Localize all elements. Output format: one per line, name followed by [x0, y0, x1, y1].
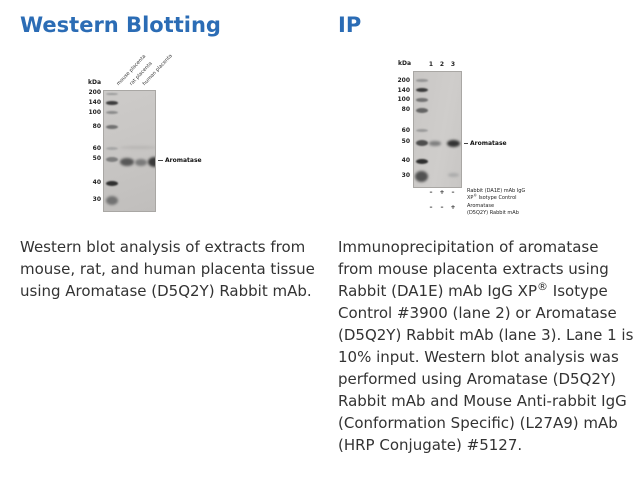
kda-label: kDa	[87, 79, 101, 86]
row1-mark-lane2: +	[439, 189, 445, 196]
row2-mark-lane2: –	[440, 204, 444, 211]
ladder-band	[106, 101, 118, 105]
band-human-placenta	[148, 157, 155, 167]
band-label-aromatase: Aromatase	[165, 157, 202, 164]
section-title-ip: IP	[338, 13, 362, 37]
band-rat-placenta	[135, 159, 147, 166]
ip-caption-post: Isotype Control #3900 (lane 2) or Aromat…	[338, 282, 634, 454]
ladder-band	[106, 181, 118, 186]
ladder-mark-40: 40	[92, 179, 101, 186]
registered-trademark-icon: ®	[473, 193, 477, 198]
band-pointer-line	[464, 143, 468, 144]
row1-label-line2-post: Isotype Control	[476, 195, 517, 201]
ladder-mark-40: 40	[401, 157, 410, 164]
lane-number-3: 3	[450, 61, 456, 68]
ladder-mark-140: 140	[397, 87, 410, 94]
ladder-mark-100: 100	[397, 96, 410, 103]
section-title-western-blotting: Western Blotting	[20, 13, 221, 37]
ladder-mark-140: 140	[88, 99, 101, 106]
row1-label-line1: Rabbit (DA1E) mAb IgG	[467, 188, 526, 194]
band-mouse-placenta	[120, 158, 134, 166]
ip-caption: Immunoprecipitation of aromatase from mo…	[338, 236, 635, 456]
ladder-band	[106, 157, 118, 162]
ladder-band	[106, 125, 118, 129]
ladder-band	[416, 88, 428, 92]
row2-label-line2: (D5Q2Y) Rabbit mAb	[467, 210, 519, 216]
band-lane3-faint	[448, 173, 459, 177]
ladder-band	[416, 108, 428, 113]
western-blot-caption: Western blot analysis of extracts from m…	[20, 238, 315, 300]
ladder-band	[106, 196, 118, 205]
band-pointer-line	[158, 160, 163, 161]
kda-label: kDa	[397, 60, 411, 67]
row2-mark-lane1: –	[429, 204, 433, 211]
ladder-mark-100: 100	[88, 109, 101, 116]
ladder-mark-30: 30	[92, 196, 101, 203]
ladder-mark-60: 60	[92, 145, 101, 152]
ladder-band	[106, 111, 118, 114]
ip-caption-pre: Immunoprecipitation of aromatase from mo…	[338, 238, 609, 300]
band-lane3-aromatase	[447, 140, 460, 147]
row1-mark-lane1: –	[429, 189, 433, 196]
row1-label-line2-pre: XP	[467, 195, 474, 201]
ladder-band	[106, 147, 118, 150]
registered-trademark-icon: ®	[537, 280, 549, 293]
row1-label-line2: XP® Isotype Control	[467, 193, 517, 201]
ladder-band	[106, 93, 118, 95]
ladder-mark-30: 30	[401, 172, 410, 179]
ladder-band	[416, 159, 428, 164]
ladder-mark-200: 200	[88, 89, 101, 96]
lane-number-2: 2	[439, 61, 445, 68]
band-label-aromatase: Aromatase	[470, 140, 507, 147]
faint-smear	[120, 146, 155, 149]
row2-label-line1: Aromatase	[467, 203, 495, 209]
ladder-mark-60: 60	[401, 127, 410, 134]
row1-mark-lane3: –	[451, 189, 455, 196]
ladder-band	[416, 98, 428, 102]
ladder-mark-200: 200	[397, 77, 410, 84]
band-lane1-input	[429, 141, 441, 146]
ladder-band	[416, 140, 428, 146]
ip-blot-image	[413, 71, 462, 188]
western-blot-image	[103, 90, 156, 212]
ladder-band	[416, 79, 428, 82]
ladder-band	[416, 129, 428, 132]
lane-number-1: 1	[428, 61, 434, 68]
ladder-mark-80: 80	[92, 123, 101, 130]
ladder-mark-50: 50	[401, 138, 410, 145]
ladder-mark-80: 80	[401, 106, 410, 113]
row2-mark-lane3: +	[450, 204, 456, 211]
ladder-band	[415, 171, 428, 182]
ladder-mark-50: 50	[92, 155, 101, 162]
